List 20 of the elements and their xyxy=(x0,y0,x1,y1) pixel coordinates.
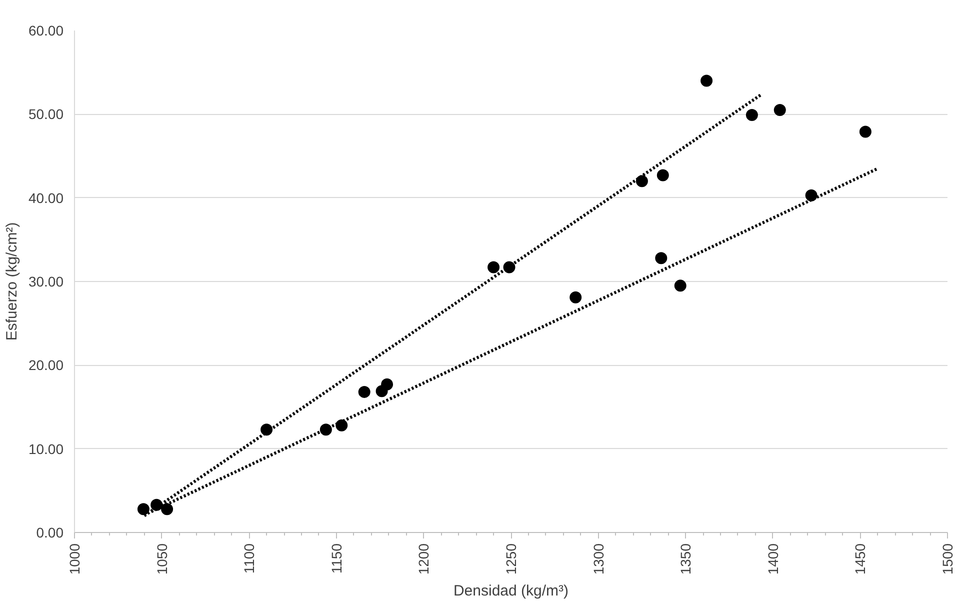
y-tick-label: 30.00 xyxy=(28,274,64,290)
x-axis-title: Densidad (kg/m³) xyxy=(453,582,569,600)
x-tick-label: 1250 xyxy=(503,543,519,575)
y-tick-label: 50.00 xyxy=(28,106,64,122)
y-axis-title: Esfuerzo (kg/cm²) xyxy=(3,222,20,341)
y-tick-label: 60.00 xyxy=(28,22,64,38)
y-tick-label: 40.00 xyxy=(28,190,64,206)
y-tick-label: 20.00 xyxy=(28,357,64,374)
x-tick-label: 1300 xyxy=(590,543,606,575)
x-tick-label: 1400 xyxy=(764,543,781,575)
y-tick-label: 10.00 xyxy=(28,440,64,457)
x-tick-label: 1500 xyxy=(940,543,956,575)
x-tick-label: 1350 xyxy=(678,543,694,575)
x-tick-label: 1100 xyxy=(241,543,258,574)
x-tick-label: 1050 xyxy=(154,543,170,575)
y-tick-label: 0.00 xyxy=(36,524,64,540)
x-tick-label: 1450 xyxy=(852,543,868,575)
x-tick-label: 1150 xyxy=(328,543,344,574)
x-tick-label: 1000 xyxy=(66,543,82,575)
x-tick-label: 1200 xyxy=(416,543,432,575)
